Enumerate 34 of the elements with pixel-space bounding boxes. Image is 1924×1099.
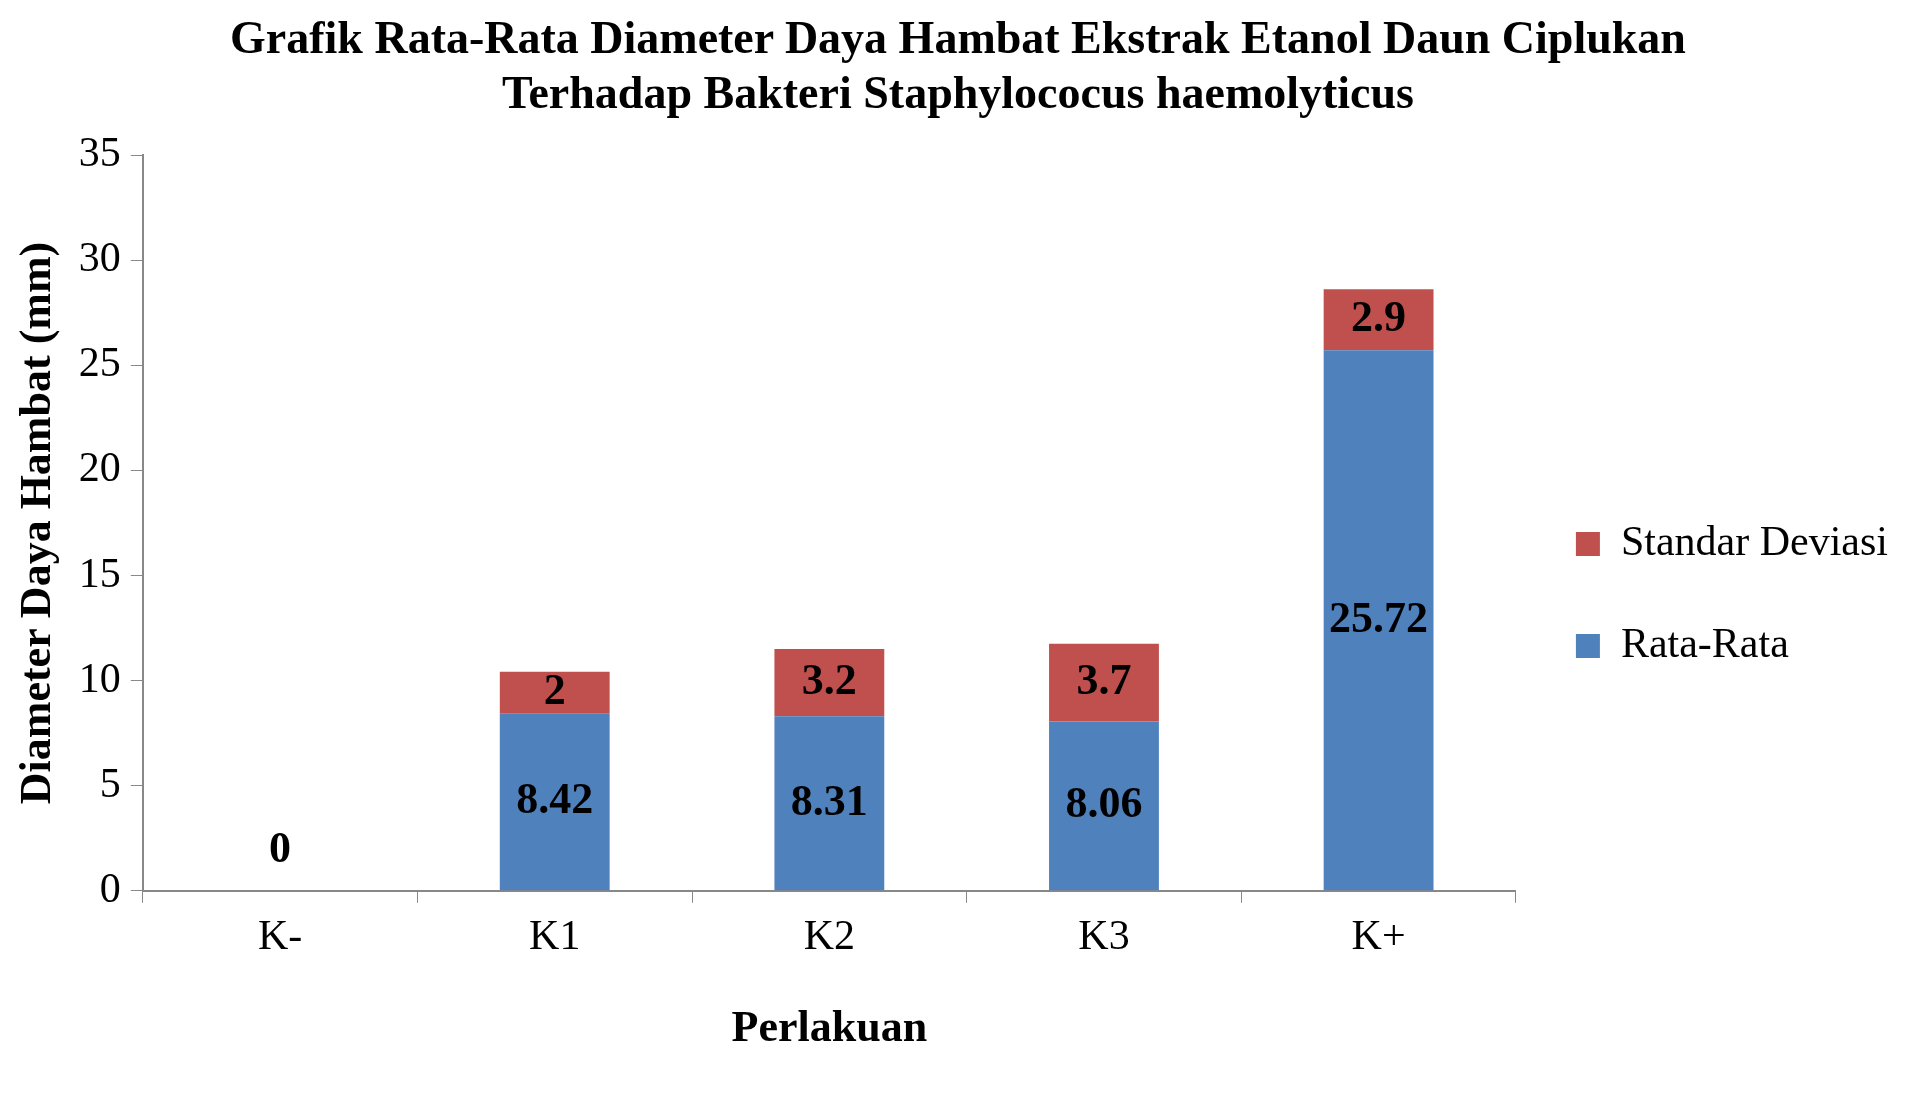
data-label: 8.06 xyxy=(1065,778,1143,828)
x-tick-label: K+ xyxy=(1351,912,1406,959)
y-tick-label: 5 xyxy=(99,760,121,807)
data-label: 8.42 xyxy=(516,774,594,824)
data-label: 2.9 xyxy=(1351,292,1407,342)
y-axis-title: Diameter Daya Hambat (mm) xyxy=(10,242,60,805)
x-tick-label: K- xyxy=(257,912,303,959)
chart-title: Grafik Rata-Rata Diameter Daya Hambat Ekstrak Etanol Daun Ciplukan Terhadap Bakteri Staphylococus haemolyticus xyxy=(229,11,1687,121)
y-tick-label: 30 xyxy=(78,234,121,281)
bar xyxy=(499,672,610,715)
x-tick-label: K2 xyxy=(803,912,856,959)
data-label: 3.2 xyxy=(801,655,857,705)
y-tick-label: 35 xyxy=(78,129,121,176)
x-axis-title: Perlakuan xyxy=(731,1002,928,1052)
y-tick-label: 0 xyxy=(99,865,121,912)
bar xyxy=(1049,721,1159,891)
data-label: 25.72 xyxy=(1329,593,1429,642)
bar xyxy=(774,649,885,717)
x-tick-label: K1 xyxy=(529,912,581,959)
x-tick-label: K3 xyxy=(1078,912,1130,959)
y-tick-label: 20 xyxy=(78,444,121,491)
y-tick-label: 15 xyxy=(78,549,121,596)
data-label: 0 xyxy=(269,823,292,873)
bar xyxy=(774,716,885,891)
bar xyxy=(499,714,610,891)
legend-label: Standar Deviasi xyxy=(1620,518,1888,565)
data-label: 2 xyxy=(543,665,566,715)
bar xyxy=(1323,350,1434,891)
data-label: 3.7 xyxy=(1076,655,1132,705)
data-label: 8.31 xyxy=(790,775,868,825)
bar xyxy=(1049,644,1159,722)
legend-label: Rata-Rata xyxy=(1620,620,1790,667)
y-tick-label: 25 xyxy=(78,339,121,386)
y-tick-label: 10 xyxy=(78,655,121,702)
